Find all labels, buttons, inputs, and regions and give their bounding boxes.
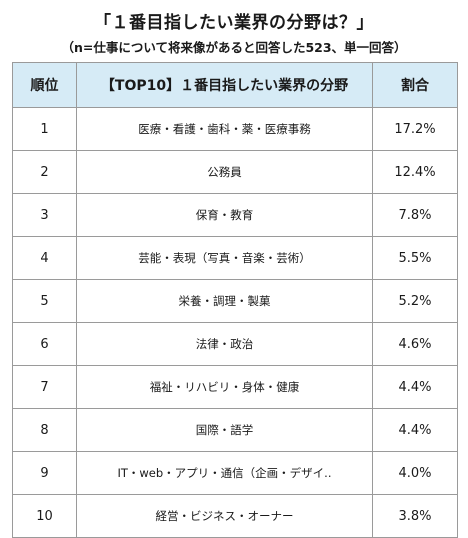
- rank-cell: 6: [12, 322, 77, 366]
- rank-cell: 4: [12, 236, 77, 280]
- chart-title: 「１番目指したい業界の分野は？」: [94, 13, 374, 33]
- table-row: 7 福祉・リハビリ・身体・健康 4.4%: [12, 365, 458, 409]
- field-cell: 福祉・リハビリ・身体・健康: [76, 365, 373, 409]
- share-cell: 4.4%: [372, 365, 458, 409]
- table-row: 3 保育・教育 7.8%: [12, 193, 458, 237]
- rank-cell: 5: [12, 279, 77, 323]
- rank-cell: 1: [12, 107, 77, 151]
- field-cell: 医療・看護・歯科・薬・医療事務: [76, 107, 373, 151]
- share-cell: 3.8%: [372, 494, 458, 538]
- header-rank: 順位: [12, 62, 77, 108]
- rank-cell: 9: [12, 451, 77, 495]
- field-cell: 芸能・表現（写真・音楽・芸術）: [76, 236, 373, 280]
- rank-cell: 3: [12, 193, 77, 237]
- share-cell: 17.2%: [372, 107, 458, 151]
- rank-cell: 10: [12, 494, 77, 538]
- table-body: 1 医療・看護・歯科・薬・医療事務 17.2% 2 公務員 12.4% 3 保育・教育 7.8%…: [12, 107, 458, 538]
- table-row: 2 公務員 12.4%: [12, 150, 458, 194]
- table-row: 6 法律・政治 4.6%: [12, 322, 458, 366]
- rank-cell: 2: [12, 150, 77, 194]
- field-cell: 栄養・調理・製菓: [76, 279, 373, 323]
- rank-cell: 8: [12, 408, 77, 452]
- table-row: 4 芸能・表現（写真・音楽・芸術） 5.5%: [12, 236, 458, 280]
- field-cell: 経営・ビジネス・オーナー: [76, 494, 373, 538]
- table-row: 5 栄養・調理・製菓 5.2%: [12, 279, 458, 323]
- field-cell: IT・web・アプリ・通信（企画・デザイ..: [76, 451, 373, 495]
- field-cell: 公務員: [76, 150, 373, 194]
- share-cell: 4.4%: [372, 408, 458, 452]
- field-cell: 国際・語学: [76, 408, 373, 452]
- share-cell: 5.5%: [372, 236, 458, 280]
- table-row: 1 医療・看護・歯科・薬・医療事務 17.2%: [12, 107, 458, 151]
- header-share: 割合: [372, 62, 458, 108]
- share-cell: 7.8%: [372, 193, 458, 237]
- field-cell: 保育・教育: [76, 193, 373, 237]
- share-cell: 4.6%: [372, 322, 458, 366]
- ranking-table: 順位 【TOP10】１番目指したい業界の分野 割合 1 医療・看護・歯科・薬・医療…: [12, 62, 458, 538]
- share-cell: 5.2%: [372, 279, 458, 323]
- header-row: 順位 【TOP10】１番目指したい業界の分野 割合: [12, 62, 458, 108]
- table-row: 9 IT・web・アプリ・通信（企画・デザイ.. 4.0%: [12, 451, 458, 495]
- table-row: 10 経営・ビジネス・オーナー 3.8%: [12, 494, 458, 538]
- rank-cell: 7: [12, 365, 77, 409]
- share-cell: 4.0%: [372, 451, 458, 495]
- table-row: 8 国際・語学 4.4%: [12, 408, 458, 452]
- share-cell: 12.4%: [372, 150, 458, 194]
- field-cell: 法律・政治: [76, 322, 373, 366]
- header-field: 【TOP10】１番目指したい業界の分野: [76, 62, 373, 108]
- chart-subtitle: （n=仕事について将来像があると回答した523、単一回答）: [61, 40, 407, 55]
